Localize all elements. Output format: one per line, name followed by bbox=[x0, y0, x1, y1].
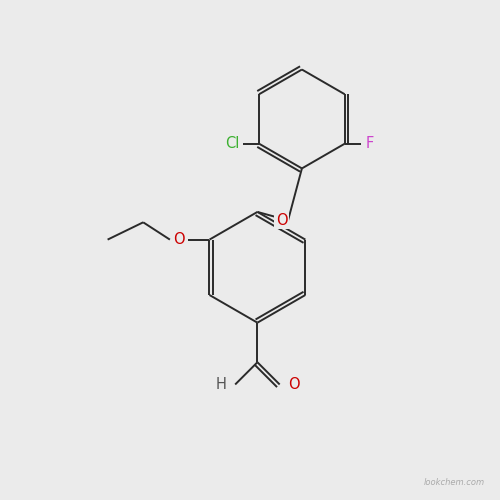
Text: Cl: Cl bbox=[224, 136, 239, 151]
Text: lookchem.com: lookchem.com bbox=[424, 478, 485, 488]
Text: O: O bbox=[173, 232, 184, 247]
Text: O: O bbox=[276, 213, 287, 228]
Text: F: F bbox=[366, 136, 374, 151]
Text: O: O bbox=[288, 377, 300, 392]
Text: H: H bbox=[216, 377, 226, 392]
